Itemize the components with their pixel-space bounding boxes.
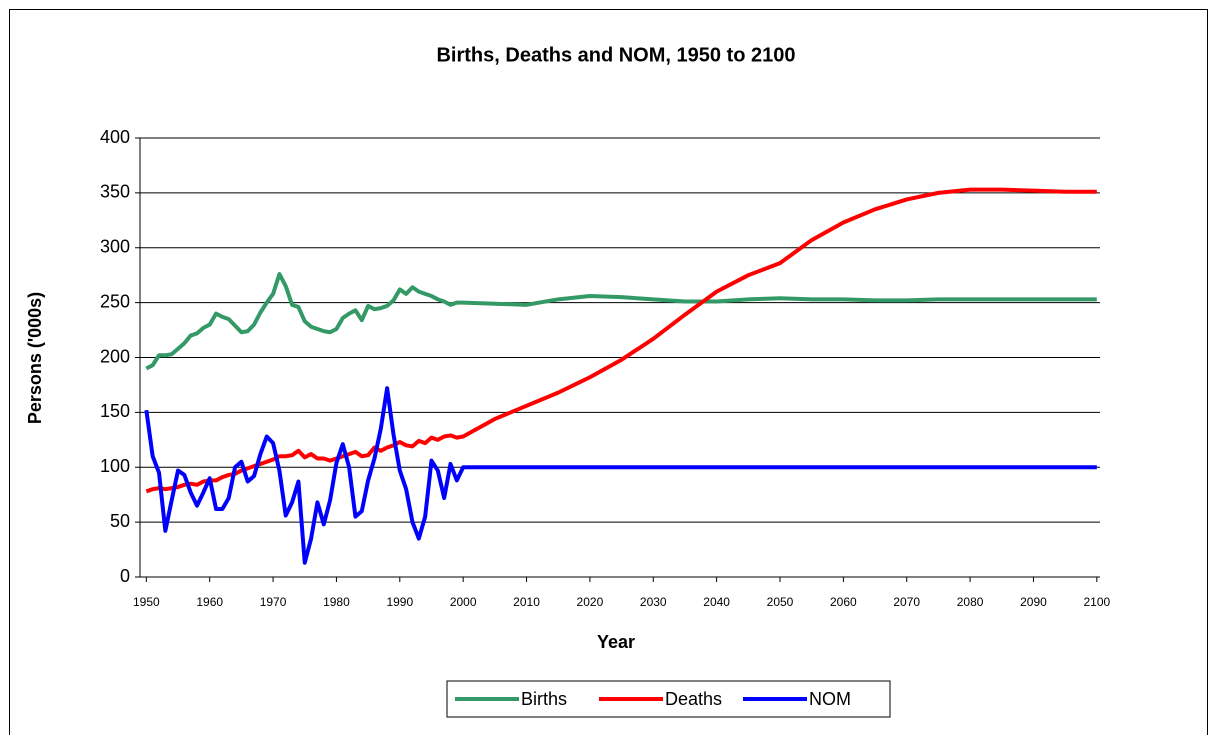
x-tick-label: 2050 (767, 595, 794, 609)
x-tick-label: 2080 (957, 595, 984, 609)
y-tick-label: 100 (100, 456, 130, 476)
y-tick-label: 150 (100, 401, 130, 421)
legend-label: NOM (809, 689, 851, 709)
y-tick-label: 0 (120, 566, 130, 586)
x-tick-label: 2060 (830, 595, 857, 609)
x-tick-label: 2000 (450, 595, 477, 609)
line-series (145, 187, 1097, 494)
x-tick-label: 1960 (196, 595, 223, 609)
x-tick-label: 2070 (893, 595, 920, 609)
chart-border (9, 9, 1208, 735)
x-tick-label: 1950 (133, 595, 160, 609)
x-tick-label: 2030 (640, 595, 667, 609)
line-series (145, 272, 1097, 371)
y-tick-label: 350 (100, 182, 130, 202)
y-tick-label: 300 (100, 237, 130, 257)
x-tick-label: 2020 (577, 595, 604, 609)
line-series (144, 386, 1097, 565)
x-tick-label: 2090 (1020, 595, 1047, 609)
x-tick-label: 2040 (703, 595, 730, 609)
y-axis-title: Persons ('000s) (25, 292, 45, 424)
chart-title: Births, Deaths and NOM, 1950 to 2100 (436, 44, 795, 66)
x-tick-label: 1970 (260, 595, 287, 609)
y-tick-label: 200 (100, 346, 130, 366)
y-tick-label: 250 (100, 291, 130, 311)
x-tick-label: 2010 (513, 595, 540, 609)
y-tick-label: 400 (100, 127, 130, 147)
y-tick-label: 50 (110, 511, 130, 531)
legend-label: Births (521, 689, 567, 709)
x-tick-label: 1990 (386, 595, 413, 609)
legend-box (446, 680, 891, 718)
x-axis-title: Year (597, 632, 635, 652)
legend-label: Deaths (665, 689, 722, 709)
x-tick-label: 1980 (323, 595, 350, 609)
x-tick-label: 2100 (1083, 595, 1110, 609)
